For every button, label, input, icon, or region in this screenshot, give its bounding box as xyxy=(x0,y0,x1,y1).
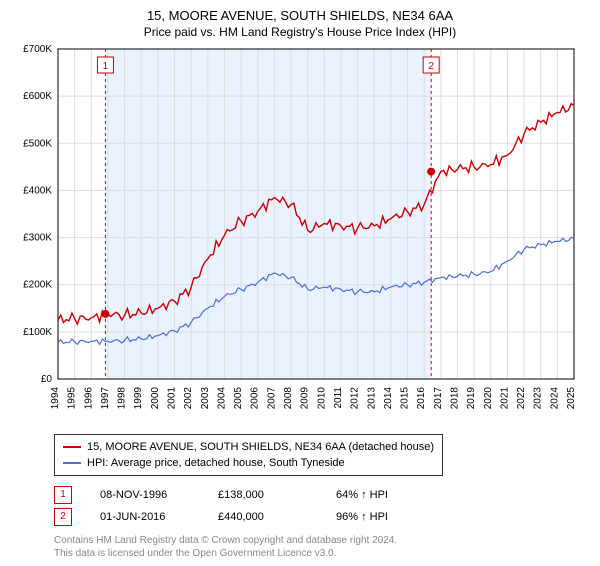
svg-text:2023: 2023 xyxy=(533,387,544,410)
svg-text:2011: 2011 xyxy=(333,387,344,409)
svg-text:2000: 2000 xyxy=(150,387,161,410)
legend-swatch xyxy=(63,446,81,448)
chart: £0 £100K £200K £300K £400K £500K £600K £700K 199… xyxy=(12,45,588,428)
svg-text:1997: 1997 xyxy=(100,387,111,410)
legend-label: 15, MOORE AVENUE, SOUTH SHIELDS, NE34 6A… xyxy=(87,439,434,455)
sales-table: 1 08-NOV-1996 £138,000 64% ↑ HPI 2 01-JUN-201… xyxy=(54,484,588,528)
sale-row: 1 08-NOV-1996 £138,000 64% ↑ HPI xyxy=(54,484,588,506)
svg-text:1999: 1999 xyxy=(133,387,144,410)
svg-text:2024: 2024 xyxy=(549,387,560,410)
svg-text:2001: 2001 xyxy=(167,387,178,410)
svg-text:2021: 2021 xyxy=(499,387,510,410)
svg-text:£500K: £500K xyxy=(23,138,52,149)
legend-label: HPI: Average price, detached house, Sout… xyxy=(87,455,345,471)
page-title: 15, MOORE AVENUE, SOUTH SHIELDS, NE34 6A… xyxy=(12,8,588,23)
svg-text:2017: 2017 xyxy=(433,387,444,410)
svg-text:£700K: £700K xyxy=(23,45,52,55)
svg-text:2022: 2022 xyxy=(516,387,527,410)
svg-text:1: 1 xyxy=(103,61,109,72)
sale-date: 08-NOV-1996 xyxy=(100,484,190,506)
svg-text:2005: 2005 xyxy=(233,387,244,410)
sale-date: 01-JUN-2016 xyxy=(100,506,190,528)
svg-text:1995: 1995 xyxy=(67,387,78,410)
svg-text:2008: 2008 xyxy=(283,387,294,410)
sale-pct: 64% ↑ HPI xyxy=(336,484,426,506)
svg-text:2015: 2015 xyxy=(400,387,411,410)
sale-marker-box: 1 xyxy=(54,486,72,504)
svg-text:2003: 2003 xyxy=(200,387,211,410)
svg-text:2016: 2016 xyxy=(416,387,427,410)
sale-row: 2 01-JUN-2016 £440,000 96% ↑ HPI xyxy=(54,506,588,528)
svg-text:2012: 2012 xyxy=(350,387,361,410)
svg-text:2018: 2018 xyxy=(449,387,460,410)
chart-svg: £0 £100K £200K £300K £400K £500K £600K £700K 199… xyxy=(12,45,580,423)
page-subtitle: Price paid vs. HM Land Registry's House … xyxy=(12,25,588,39)
svg-text:2014: 2014 xyxy=(383,387,394,410)
svg-text:2013: 2013 xyxy=(366,387,377,410)
svg-text:2006: 2006 xyxy=(250,387,261,410)
svg-text:2: 2 xyxy=(428,61,434,72)
sale-marker-box: 2 xyxy=(54,508,72,526)
svg-text:£400K: £400K xyxy=(23,185,52,196)
attribution-line-1: Contains HM Land Registry data © Crown c… xyxy=(54,534,588,547)
svg-text:1996: 1996 xyxy=(83,387,94,410)
svg-text:£600K: £600K xyxy=(23,91,52,102)
svg-text:1998: 1998 xyxy=(117,387,128,410)
title-block: 15, MOORE AVENUE, SOUTH SHIELDS, NE34 6A… xyxy=(12,8,588,39)
attribution: Contains HM Land Registry data © Crown c… xyxy=(54,534,588,560)
sale-price: £138,000 xyxy=(218,484,308,506)
svg-text:2019: 2019 xyxy=(466,387,477,410)
svg-text:2020: 2020 xyxy=(483,387,494,410)
svg-text:£200K: £200K xyxy=(23,280,52,291)
legend-swatch xyxy=(63,462,81,464)
svg-text:2010: 2010 xyxy=(316,387,327,410)
sale-price: £440,000 xyxy=(218,506,308,528)
legend: 15, MOORE AVENUE, SOUTH SHIELDS, NE34 6A… xyxy=(54,434,443,476)
legend-row: 15, MOORE AVENUE, SOUTH SHIELDS, NE34 6A… xyxy=(63,439,434,455)
svg-text:£0: £0 xyxy=(41,374,53,385)
legend-row: HPI: Average price, detached house, Sout… xyxy=(63,455,434,471)
sale-pct: 96% ↑ HPI xyxy=(336,506,426,528)
svg-text:£100K: £100K xyxy=(23,327,52,338)
svg-text:2009: 2009 xyxy=(300,387,311,410)
svg-text:2025: 2025 xyxy=(566,387,577,410)
svg-text:2007: 2007 xyxy=(266,387,277,410)
attribution-line-2: This data is licensed under the Open Gov… xyxy=(54,547,588,560)
svg-text:£300K: £300K xyxy=(23,233,52,244)
svg-text:2004: 2004 xyxy=(216,387,227,410)
chart-container: 15, MOORE AVENUE, SOUTH SHIELDS, NE34 6A… xyxy=(0,0,600,566)
svg-text:1994: 1994 xyxy=(50,387,61,410)
svg-text:2002: 2002 xyxy=(183,387,194,410)
